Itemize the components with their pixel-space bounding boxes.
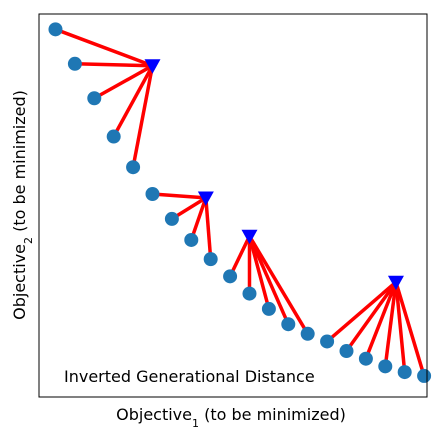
igd-link-2-9 (228, 235, 252, 278)
pareto-point-8 (203, 252, 218, 267)
x-axis-label: Objective1 (to be minimized) (116, 405, 346, 430)
reference-layer (144, 59, 404, 291)
pareto-point-0 (48, 22, 63, 37)
igd-link-3-15 (345, 281, 398, 353)
pareto-point-17 (378, 359, 393, 374)
igd-link-2-13 (247, 235, 310, 335)
igd-link-1-5 (152, 192, 206, 200)
igd-link-2-12 (247, 235, 290, 325)
pareto-point-3 (106, 129, 121, 144)
plot-frame (38, 13, 428, 398)
igd-link-3-18 (394, 281, 407, 373)
pareto-point-6 (164, 211, 179, 226)
pareto-point-15 (339, 344, 354, 359)
igd-link-1-7 (189, 197, 208, 241)
reference-point-1 (197, 191, 214, 206)
pareto-point-14 (320, 334, 335, 349)
pareto-point-13 (300, 326, 315, 341)
igd-link-3-16 (364, 281, 398, 360)
igd-link-0-2 (93, 64, 154, 100)
igd-link-0-3 (112, 64, 155, 138)
pareto-point-4 (126, 160, 141, 175)
igd-link-0-1 (74, 62, 153, 68)
igd-link-0-4 (131, 65, 155, 168)
igd-link-1-8 (204, 197, 213, 260)
pareto-point-16 (358, 351, 373, 366)
pareto-point-18 (397, 365, 412, 380)
pareto-point-19 (417, 368, 432, 383)
pareto-point-7 (184, 232, 199, 247)
igd-link-0-0 (54, 27, 154, 68)
pareto-point-9 (223, 269, 238, 284)
reference-point-2 (241, 229, 258, 245)
pareto-point-10 (242, 286, 257, 301)
reference-point-0 (144, 59, 161, 74)
pareto-point-1 (67, 56, 82, 71)
reference-point-3 (387, 275, 404, 291)
igd-link-2-11 (247, 235, 271, 310)
chart-annotation: Inverted Generational Distance (64, 367, 315, 386)
igd-link-3-14 (325, 280, 398, 343)
pareto-point-5 (145, 187, 160, 202)
igd-link-3-17 (383, 281, 398, 367)
links-layer (54, 27, 426, 377)
points-layer (48, 22, 432, 383)
y-axis-label: Objective2 (to be minimized) (10, 90, 35, 320)
pareto-point-12 (281, 317, 296, 332)
pareto-point-2 (87, 91, 102, 106)
pareto-point-11 (261, 301, 276, 316)
igd-link-3-19 (394, 281, 426, 377)
